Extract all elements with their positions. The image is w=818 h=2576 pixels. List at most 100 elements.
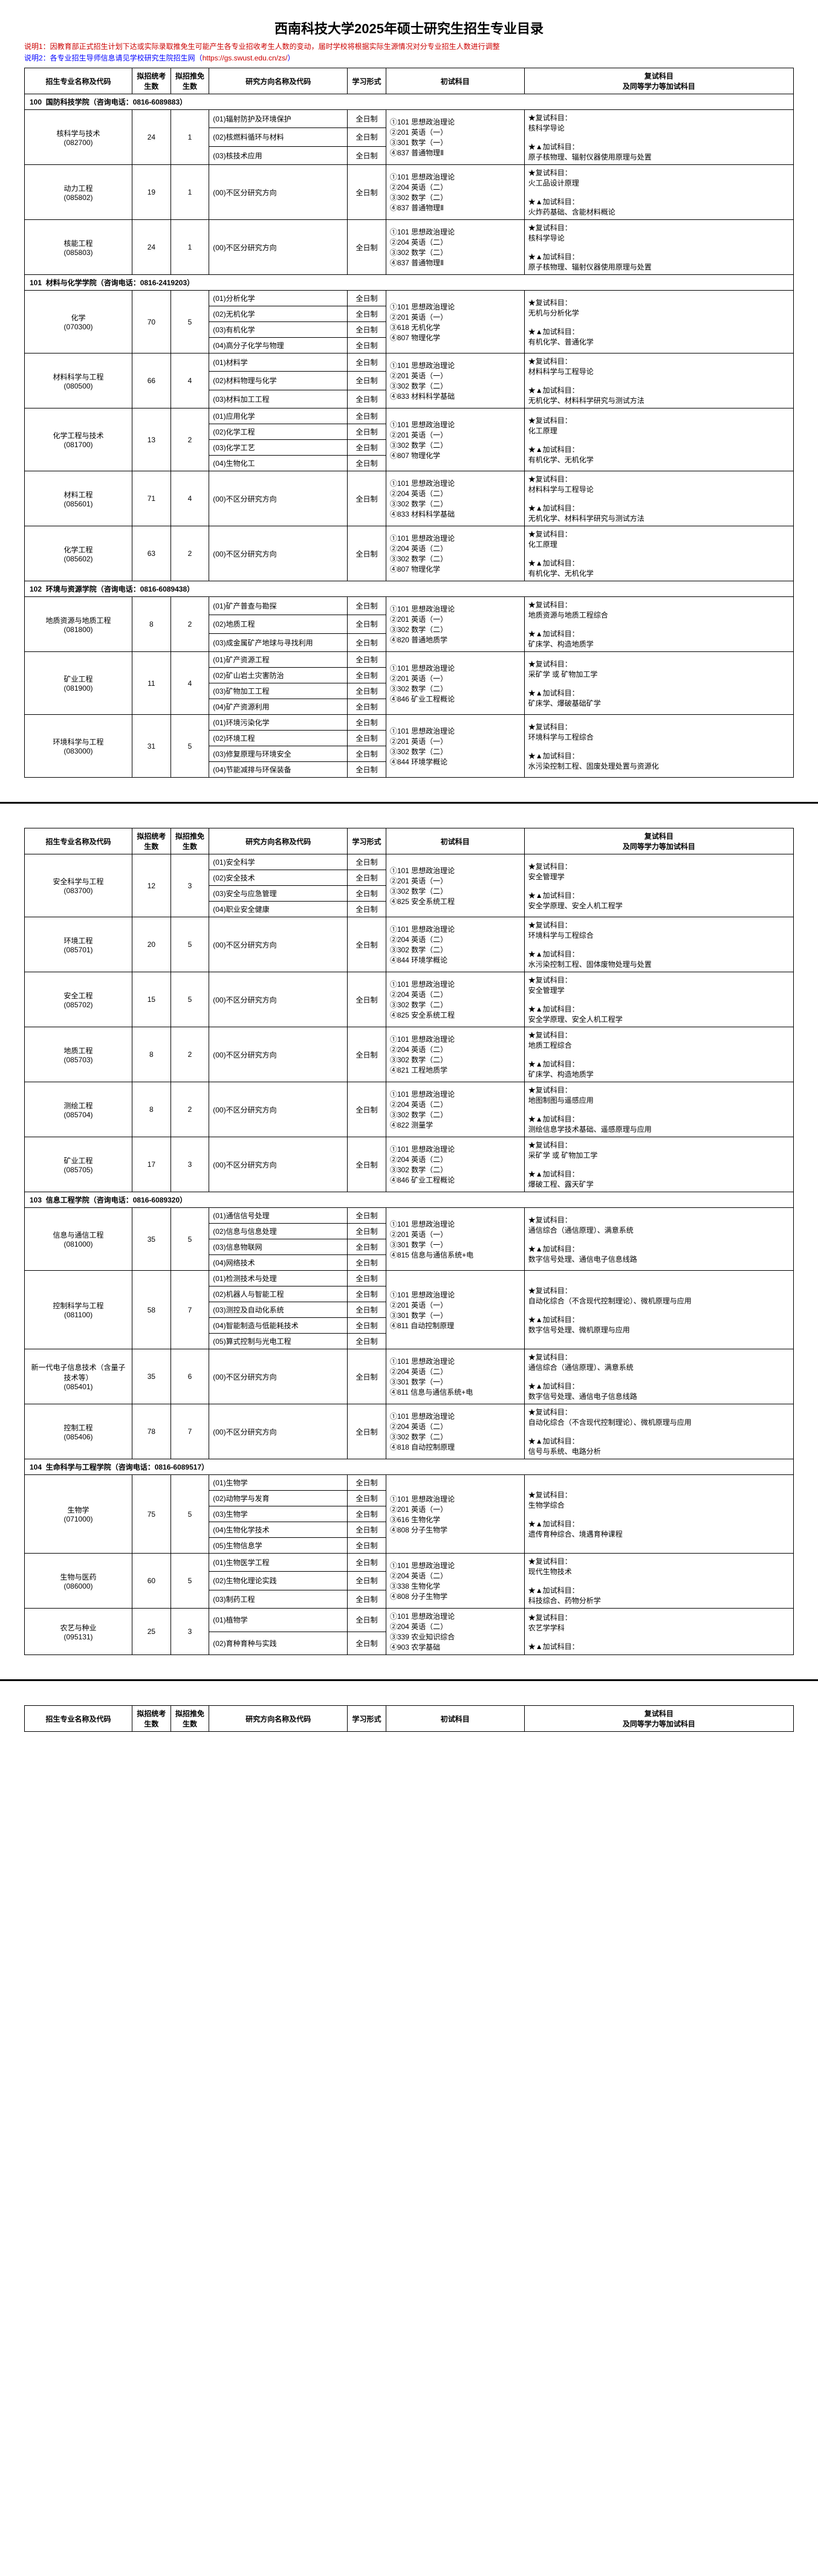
plan-count: 24 (132, 220, 171, 275)
exam-subjects: ①101 思想政治理论 ②204 英语（二） ③301 数学（一） ④811 信… (386, 1349, 524, 1404)
header-tuimian: 拟招推免生数 (170, 68, 209, 94)
tuimian-count: 1 (170, 110, 209, 165)
direction: (01)生物医学工程 (209, 1554, 348, 1572)
header-exam: 初试科目 (386, 68, 524, 94)
direction: (03)修复原理与环境安全 (209, 746, 348, 762)
tuimian-count: 7 (170, 1271, 209, 1349)
tuimian-count: 5 (170, 1208, 209, 1271)
retry-subjects: ★复试科目： 采矿学 或 矿物加工学 ★▲加试科目： 矿床学、爆破基础矿学 (524, 652, 793, 715)
direction: (02)化学工程 (209, 424, 348, 440)
plan-count: 8 (132, 1027, 171, 1082)
direction: (01)安全科学 (209, 854, 348, 870)
tuimian-count: 5 (170, 715, 209, 778)
major-name: 控制科学与工程 (081100) (25, 1271, 132, 1349)
direction: (01)植物学 (209, 1609, 348, 1632)
direction: (02)信息与信息处理 (209, 1224, 348, 1239)
direction: (01)分析化学 (209, 291, 348, 306)
direction: (05)生物信息学 (209, 1538, 348, 1554)
study-form: 全日制 (348, 1271, 386, 1286)
header-major: 招生专业名称及代码 (25, 68, 132, 94)
major-name: 生物学 (071000) (25, 1475, 132, 1554)
plan-count: 24 (132, 110, 171, 165)
study-form: 全日制 (348, 1027, 386, 1082)
direction: (02)安全技术 (209, 870, 348, 886)
plan-count: 13 (132, 408, 171, 471)
plan-count: 12 (132, 854, 171, 917)
major-name: 核能工程 (085803) (25, 220, 132, 275)
header-retry: 复试科目 及同等学力等加试科目 (524, 1706, 793, 1732)
study-form: 全日制 (348, 322, 386, 338)
direction: (03)测控及自动化系统 (209, 1302, 348, 1318)
direction: (03)信息物联网 (209, 1239, 348, 1255)
major-name: 化学工程 (085602) (25, 526, 132, 581)
plan-count: 17 (132, 1137, 171, 1192)
direction: (01)生物学 (209, 1475, 348, 1491)
plan-count: 11 (132, 652, 171, 715)
study-form: 全日制 (348, 110, 386, 128)
direction: (02)环境工程 (209, 731, 348, 746)
header-direction: 研究方向名称及代码 (209, 68, 348, 94)
direction: (04)智能制造与低能耗技术 (209, 1318, 348, 1334)
header-tuimian: 拟招推免生数 (170, 828, 209, 854)
major-name: 材料科学与工程 (080500) (25, 353, 132, 408)
direction: (03)有机化学 (209, 322, 348, 338)
study-form: 全日制 (348, 1224, 386, 1239)
study-form: 全日制 (348, 870, 386, 886)
direction: (01)材料学 (209, 353, 348, 372)
study-form: 全日制 (348, 715, 386, 731)
tuimian-count: 1 (170, 220, 209, 275)
plan-count: 20 (132, 917, 171, 972)
major-name: 材料工程 (085601) (25, 471, 132, 526)
dept-header: 102 环境与资源学院（咨询电话：0816-6089438） (25, 581, 794, 597)
retry-subjects: ★复试科目： 农艺学学科 ★▲加试科目： (524, 1609, 793, 1655)
note-2-link[interactable]: https://gs.swust.edu.cn/zs/ (203, 54, 288, 62)
study-form: 全日制 (348, 902, 386, 917)
header-form: 学习形式 (348, 828, 386, 854)
study-form: 全日制 (348, 633, 386, 651)
study-form: 全日制 (348, 1590, 386, 1608)
major-name: 动力工程 (085802) (25, 165, 132, 220)
study-form: 全日制 (348, 456, 386, 471)
tuimian-count: 7 (170, 1404, 209, 1459)
study-form: 全日制 (348, 1554, 386, 1572)
retry-subjects: ★复试科目： 生物学综合 ★▲加试科目： 遗传育种综合、境遇育种课程 (524, 1475, 793, 1554)
study-form: 全日制 (348, 1349, 386, 1404)
major-name: 核科学与技术 (082700) (25, 110, 132, 165)
exam-subjects: ①101 思想政治理论 ②204 英语（二） ③302 数学（二） ④807 物… (386, 526, 524, 581)
study-form: 全日制 (348, 1632, 386, 1655)
study-form: 全日制 (348, 220, 386, 275)
study-form: 全日制 (348, 917, 386, 972)
study-form: 全日制 (348, 699, 386, 715)
study-form: 全日制 (348, 1334, 386, 1349)
direction: (03)化学工艺 (209, 440, 348, 456)
plan-count: 78 (132, 1404, 171, 1459)
major-name: 矿业工程 (085705) (25, 1137, 132, 1192)
plan-count: 60 (132, 1554, 171, 1609)
direction: (00)不区分研究方向 (209, 471, 348, 526)
header-plan: 拟招统考生数 (132, 828, 171, 854)
study-form: 全日制 (348, 471, 386, 526)
exam-subjects: ①101 思想政治理论 ②204 英语（二） ③302 数学（二） ④844 环… (386, 917, 524, 972)
dept-header: 103 信息工程学院（咨询电话：0816-6089320） (25, 1192, 794, 1208)
direction: (02)动物学与发育 (209, 1491, 348, 1506)
study-form: 全日制 (348, 972, 386, 1027)
header-form: 学习形式 (348, 1706, 386, 1732)
study-form: 全日制 (348, 668, 386, 683)
note-2-prefix: 说明2：各专业招生导师信息请见学校研究生院招生网（ (24, 54, 203, 62)
tuimian-count: 2 (170, 526, 209, 581)
major-name: 生物与医药 (086000) (25, 1554, 132, 1609)
exam-subjects: ①101 思想政治理论 ②201 英语（一） ③301 数学（一） ④837 普… (386, 110, 524, 165)
dept-header: 101 材料与化学学院（咨询电话：0816-2419203） (25, 275, 794, 291)
direction: (00)不区分研究方向 (209, 1027, 348, 1082)
retry-subjects: ★复试科目： 采矿学 或 矿物加工学 ★▲加试科目： 爆破工程、露天矿学 (524, 1137, 793, 1192)
plan-count: 75 (132, 1475, 171, 1554)
study-form: 全日制 (348, 1475, 386, 1491)
exam-subjects: ①101 思想政治理论 ②204 英语（二） ③302 数学（二） ④825 安… (386, 972, 524, 1027)
study-form: 全日制 (348, 1506, 386, 1522)
direction: (00)不区分研究方向 (209, 220, 348, 275)
retry-subjects: ★复试科目： 材料科学与工程导论 ★▲加试科目： 无机化学、材料科学研究与测试方… (524, 353, 793, 408)
direction: (01)环境污染化学 (209, 715, 348, 731)
study-form: 全日制 (348, 353, 386, 372)
direction: (00)不区分研究方向 (209, 1137, 348, 1192)
exam-subjects: ①101 思想政治理论 ②201 英语（一） ③618 无机化学 ④807 物理… (386, 291, 524, 353)
